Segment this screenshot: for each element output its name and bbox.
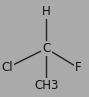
Text: H: H: [42, 5, 51, 18]
Text: Cl: Cl: [1, 61, 13, 74]
Text: C: C: [42, 42, 50, 55]
Text: F: F: [75, 61, 82, 74]
Text: CH3: CH3: [34, 79, 58, 92]
